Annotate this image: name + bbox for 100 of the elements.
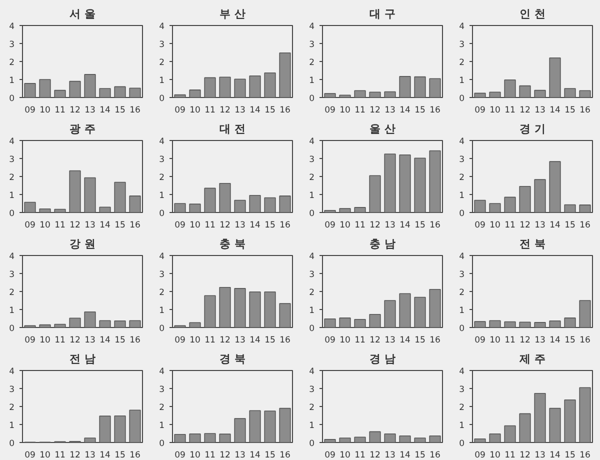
y-tick-label: 1 (459, 76, 465, 86)
bar (54, 208, 66, 213)
x-tick-label: 11 (504, 220, 516, 230)
bar (279, 52, 291, 98)
y-tick-label: 0 (309, 209, 315, 219)
bar (39, 324, 51, 328)
bar (354, 207, 366, 213)
x-tick-label: 14 (400, 106, 410, 116)
bar (474, 200, 486, 213)
bar (234, 288, 246, 328)
bar (129, 196, 141, 213)
bar (99, 320, 111, 328)
y-tick-label: 3 (459, 385, 465, 395)
x-tick-label: 13 (234, 450, 246, 460)
y-tick-label: 2 (159, 288, 165, 298)
bar (39, 79, 51, 98)
y-tick-label: 2 (309, 403, 315, 413)
y-tick-label: 4 (309, 367, 315, 377)
chart-title: 경 남 (370, 352, 396, 366)
x-tick-label: 09 (324, 220, 336, 230)
y-tick-label: 2 (9, 403, 15, 413)
x-tick-label: 14 (400, 220, 410, 230)
bar (384, 154, 396, 213)
x-tick-label: 16 (130, 106, 140, 116)
y-tick-label: 1 (459, 421, 465, 431)
y-tick-label: 4 (309, 22, 315, 32)
x-tick-label: 11 (354, 220, 366, 230)
bar (264, 410, 276, 443)
x-tick-label: 16 (580, 106, 590, 116)
x-tick-label: 13 (534, 220, 546, 230)
x-tick-label: 10 (340, 336, 350, 346)
x-tick-label: 13 (384, 336, 396, 346)
bar (99, 416, 111, 443)
y-tick-label: 4 (159, 137, 165, 147)
x-tick-label: 10 (490, 106, 500, 116)
y-tick-label: 0 (9, 94, 15, 104)
x-tick-label: 15 (564, 450, 576, 460)
x-tick-label: 13 (534, 450, 546, 460)
x-tick-label: 09 (24, 106, 36, 116)
y-tick-label: 2 (309, 58, 315, 68)
y-tick-label: 0 (459, 324, 465, 334)
y-tick-label: 1 (159, 306, 165, 316)
x-tick-label: 10 (40, 220, 50, 230)
x-tick-label: 15 (114, 106, 126, 116)
chart-title: 충 북 (220, 238, 246, 250)
x-tick-label: 09 (174, 450, 186, 460)
x-tick-label: 16 (430, 220, 440, 230)
bar (54, 324, 66, 328)
x-tick-label: 09 (174, 106, 186, 116)
y-tick-label: 4 (9, 367, 15, 377)
x-tick-label: 09 (174, 220, 186, 230)
bar (264, 197, 276, 213)
x-tick-label: 11 (204, 106, 216, 116)
x-tick-label: 11 (54, 106, 66, 116)
x-tick-label: 14 (550, 336, 560, 346)
x-tick-label: 10 (190, 220, 200, 230)
x-tick-label: 15 (564, 336, 576, 346)
y-tick-label: 0 (159, 439, 165, 449)
x-tick-label: 14 (100, 336, 110, 346)
bar (39, 208, 51, 213)
y-tick-label: 2 (9, 58, 15, 68)
bar (564, 399, 576, 443)
y-tick-label: 4 (459, 137, 465, 147)
y-tick-label: 4 (459, 22, 465, 32)
x-tick-label: 11 (504, 336, 516, 346)
x-tick-label: 15 (114, 450, 126, 460)
bar (279, 303, 291, 328)
y-tick-label: 4 (9, 252, 15, 262)
x-tick-label: 11 (504, 106, 516, 116)
x-tick-label: 10 (340, 450, 350, 460)
x-tick-label: 16 (430, 336, 440, 346)
bar (249, 195, 261, 213)
x-tick-label: 10 (340, 106, 350, 116)
y-tick-label: 1 (309, 306, 315, 316)
bar (579, 300, 591, 328)
bar (489, 92, 501, 98)
bar (204, 295, 216, 328)
y-tick-label: 2 (459, 288, 465, 298)
bar (69, 170, 81, 213)
bar (234, 418, 246, 443)
x-tick-label: 15 (264, 220, 276, 230)
y-tick-label: 4 (9, 137, 15, 147)
chart-title: 경 기 (520, 122, 546, 136)
y-tick-label: 2 (159, 173, 165, 183)
bar (219, 434, 231, 443)
bar (99, 88, 111, 98)
bar (174, 434, 186, 443)
x-tick-label: 12 (370, 336, 380, 346)
x-tick-label: 09 (324, 106, 336, 116)
bar (204, 188, 216, 213)
bar (384, 91, 396, 98)
y-tick-label: 3 (309, 270, 315, 280)
bar (324, 318, 336, 328)
bar (69, 80, 81, 98)
x-tick-label: 10 (40, 450, 50, 460)
x-tick-label: 15 (264, 450, 276, 460)
x-tick-label: 13 (384, 220, 396, 230)
x-tick-label: 16 (130, 450, 140, 460)
x-tick-label: 16 (580, 220, 590, 230)
x-tick-label: 16 (580, 450, 590, 460)
